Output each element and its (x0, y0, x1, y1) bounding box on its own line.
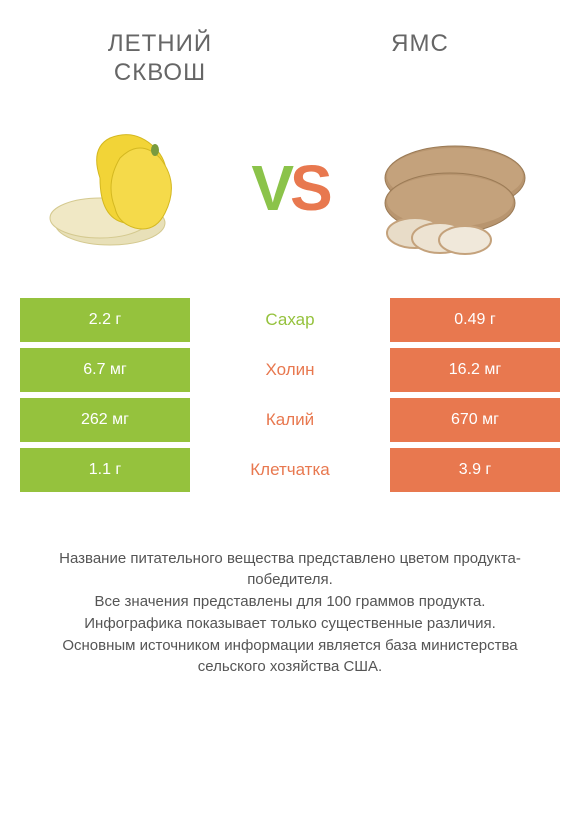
right-title: ЯМС (320, 30, 520, 88)
right-food-image (360, 108, 540, 268)
footer-line: Все значения представлены для 100 граммо… (30, 591, 550, 613)
footer-line: Инфографика показывает только существенн… (30, 613, 550, 635)
comparison-table: 2.2 г Сахар 0.49 г 6.7 мг Холин 16.2 мг … (0, 298, 580, 492)
vs-v: V (251, 152, 290, 224)
nutrient-label: Клетчатка (190, 448, 390, 492)
vs-label: VS (251, 151, 328, 225)
right-value: 16.2 мг (390, 348, 560, 392)
vs-s: S (290, 152, 329, 224)
table-row: 2.2 г Сахар 0.49 г (20, 298, 560, 342)
footer-notes: Название питательного вещества представл… (0, 498, 580, 699)
left-value: 6.7 мг (20, 348, 190, 392)
table-row: 6.7 мг Холин 16.2 мг (20, 348, 560, 392)
left-title: ЛЕТНИЙ СКВОШ (60, 30, 260, 88)
left-value: 262 мг (20, 398, 190, 442)
header: ЛЕТНИЙ СКВОШ ЯМС (0, 0, 580, 98)
right-value: 670 мг (390, 398, 560, 442)
left-food-image (40, 108, 220, 268)
footer-line: Основным источником информации является … (30, 635, 550, 679)
table-row: 262 мг Калий 670 мг (20, 398, 560, 442)
right-value: 3.9 г (390, 448, 560, 492)
left-value: 2.2 г (20, 298, 190, 342)
nutrient-label: Сахар (190, 298, 390, 342)
nutrient-label: Калий (190, 398, 390, 442)
footer-line: Название питательного вещества представл… (30, 548, 550, 592)
right-value: 0.49 г (390, 298, 560, 342)
nutrient-label: Холин (190, 348, 390, 392)
table-row: 1.1 г Клетчатка 3.9 г (20, 448, 560, 492)
left-value: 1.1 г (20, 448, 190, 492)
images-row: VS (0, 98, 580, 298)
